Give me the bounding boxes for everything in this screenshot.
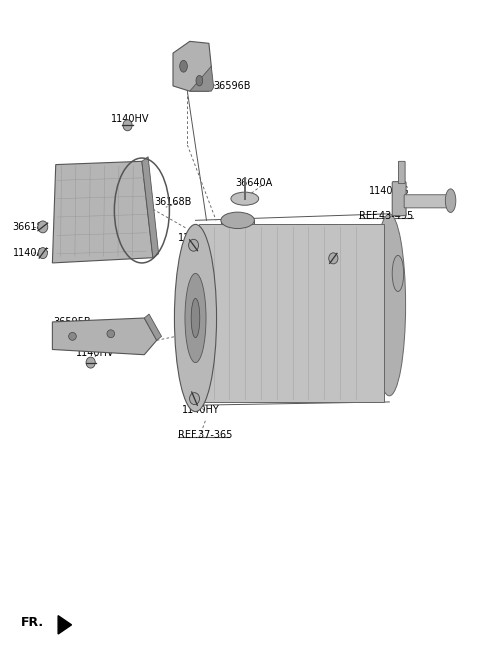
Ellipse shape	[69, 332, 76, 340]
Text: 1140HY: 1140HY	[181, 405, 219, 415]
Text: 36595B: 36595B	[53, 317, 91, 327]
Text: 1140HV: 1140HV	[111, 114, 149, 124]
Ellipse shape	[86, 357, 95, 368]
Text: FR.: FR.	[21, 616, 44, 629]
Ellipse shape	[392, 256, 404, 292]
Ellipse shape	[196, 76, 203, 86]
Ellipse shape	[38, 221, 48, 233]
FancyBboxPatch shape	[404, 194, 451, 208]
Ellipse shape	[191, 298, 200, 338]
Ellipse shape	[445, 189, 456, 212]
Ellipse shape	[38, 248, 48, 259]
Polygon shape	[142, 157, 158, 258]
Ellipse shape	[180, 60, 187, 72]
Ellipse shape	[189, 239, 199, 251]
FancyBboxPatch shape	[199, 223, 384, 402]
Polygon shape	[52, 318, 157, 355]
Text: 36686: 36686	[321, 246, 351, 256]
Text: REF.37-365: REF.37-365	[178, 430, 232, 440]
Ellipse shape	[329, 253, 338, 264]
Ellipse shape	[231, 192, 259, 205]
Polygon shape	[144, 314, 161, 340]
Text: 1140AF: 1140AF	[12, 248, 49, 258]
Ellipse shape	[185, 273, 206, 363]
Text: 1140MG: 1140MG	[369, 186, 410, 196]
Text: 1140HV: 1140HV	[76, 348, 114, 359]
FancyBboxPatch shape	[392, 181, 406, 215]
Text: 36596B: 36596B	[214, 81, 251, 91]
Polygon shape	[52, 162, 153, 263]
Text: REF.43-495: REF.43-495	[359, 211, 413, 221]
Text: 36168B: 36168B	[154, 197, 191, 207]
FancyBboxPatch shape	[398, 162, 405, 183]
Polygon shape	[58, 616, 72, 634]
Text: 36640A: 36640A	[235, 178, 273, 188]
Polygon shape	[190, 66, 214, 91]
Ellipse shape	[174, 225, 216, 412]
Ellipse shape	[123, 120, 132, 131]
Ellipse shape	[107, 330, 115, 338]
Ellipse shape	[373, 214, 406, 396]
Text: 32530A: 32530A	[84, 193, 122, 202]
Polygon shape	[173, 41, 211, 91]
Ellipse shape	[190, 393, 200, 405]
Text: 36618: 36618	[12, 222, 43, 232]
Text: 1140EJ: 1140EJ	[178, 233, 211, 243]
Ellipse shape	[221, 212, 254, 229]
